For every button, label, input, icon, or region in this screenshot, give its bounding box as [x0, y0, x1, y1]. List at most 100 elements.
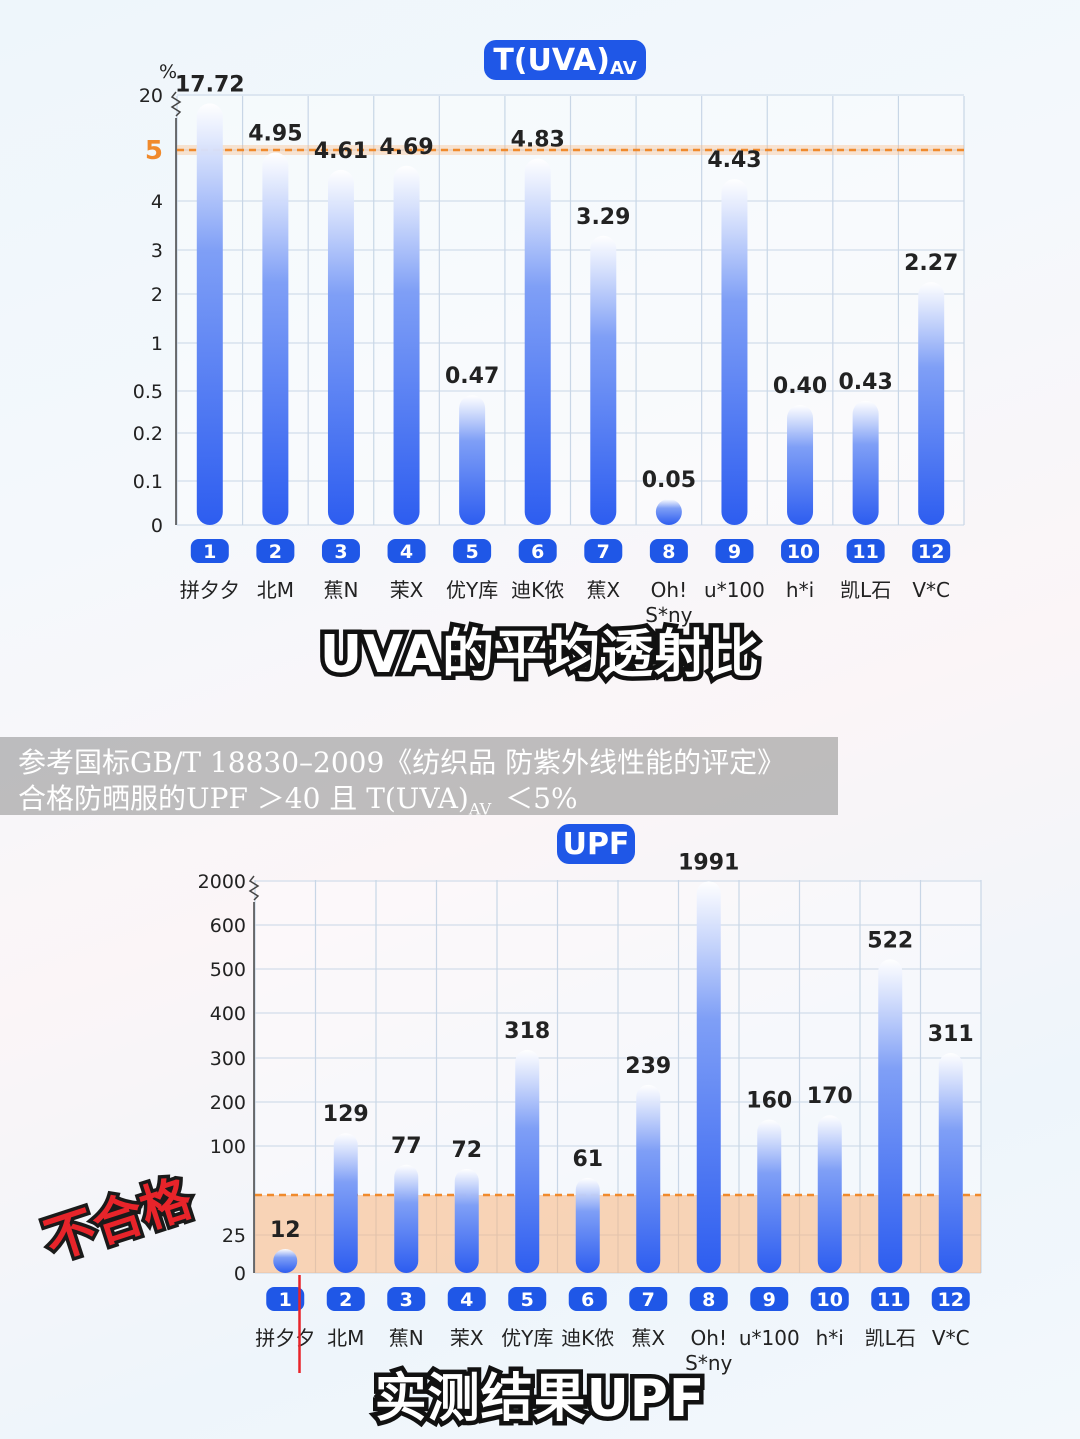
category-badge-number: 6 — [581, 1289, 594, 1311]
caption-line-2-main: 合格防晒服的UPF ＞40 且 T(UVA) — [18, 782, 469, 815]
category-badge — [584, 539, 623, 563]
threshold-band — [177, 145, 964, 155]
y-tick-label: 500 — [210, 959, 246, 981]
category-label: u*100 — [704, 578, 765, 602]
threshold-fail-band — [255, 1195, 981, 1273]
category-label: h*i — [786, 578, 814, 602]
category-badge-number: 7 — [642, 1289, 655, 1311]
category-label: u*100 — [739, 1326, 800, 1350]
bar — [327, 169, 354, 525]
chart-title-pill — [484, 40, 646, 80]
subtitle-top: UVA的平均透射比 — [315, 621, 763, 690]
bar-value-label: 129 — [323, 1102, 369, 1127]
bar — [590, 235, 617, 526]
caption-line-2: 合格防晒服的UPF ＞40 且 T(UVA)AV ＜5% — [18, 777, 578, 819]
category-label: Oh! — [651, 578, 687, 602]
category-badge-number: 11 — [877, 1289, 903, 1311]
bar — [636, 1084, 661, 1273]
bar — [454, 1168, 479, 1273]
bar — [333, 1133, 358, 1273]
category-badge-number: 4 — [400, 541, 413, 563]
category-label: 优Y库 — [446, 578, 498, 602]
bar — [524, 158, 551, 526]
y-tick-label: 20 — [139, 85, 163, 107]
category-badge-number: 8 — [702, 1289, 715, 1311]
category-badge-number: 10 — [817, 1289, 843, 1311]
category-badge — [931, 1287, 970, 1311]
bar — [918, 282, 945, 525]
category-badge-number: 1 — [203, 541, 216, 563]
bar — [575, 1177, 600, 1273]
y-tick-label: 600 — [210, 915, 246, 937]
category-label: 茉X — [390, 578, 424, 602]
y-tick-label: 300 — [210, 1048, 246, 1070]
category-label: 迪K侬 — [511, 578, 564, 602]
bar-value-label: 17.72 — [175, 72, 245, 97]
category-badge — [629, 1287, 668, 1311]
category-badge — [649, 539, 688, 563]
axis-break-icon — [248, 875, 260, 901]
bar-value-label: 318 — [504, 1019, 550, 1044]
y-tick-label: 2 — [151, 284, 163, 306]
uva-transmittance-chart: T(UVA)AV00.10.20.51234520%17.721拼夕夕4.952… — [133, 40, 965, 627]
y-tick-label: 25 — [222, 1225, 246, 1247]
bar-value-label: 0.40 — [773, 374, 827, 399]
category-badge-number: 9 — [728, 541, 741, 563]
bar — [817, 1115, 842, 1273]
category-label: S*ny — [645, 603, 692, 627]
category-badge-number: 9 — [763, 1289, 776, 1311]
category-badge-number: 5 — [466, 541, 479, 563]
category-label: 蕉N — [389, 1326, 424, 1350]
standard-caption: 参考国标GB/T 18830–2009《纺织品 防紫外线性能的评定》 合格防晒服… — [0, 737, 838, 819]
chart-title-sub: AV — [610, 58, 637, 79]
category-label: h*i — [816, 1326, 844, 1350]
caption-line-2-end: ＜5% — [505, 782, 578, 815]
category-badge-number: 1 — [279, 1289, 292, 1311]
bar — [655, 499, 682, 525]
y-tick-label: 3 — [151, 240, 163, 262]
category-badge — [321, 539, 360, 563]
category-label: 凯L石 — [865, 1326, 916, 1350]
bar-value-label: 4.69 — [379, 135, 433, 160]
bar-value-label: 4.83 — [511, 128, 565, 153]
bar — [721, 179, 748, 525]
category-badge-number: 10 — [787, 541, 813, 563]
category-badge — [453, 539, 492, 563]
bar — [515, 1049, 540, 1273]
bar-value-label: 4.61 — [314, 139, 368, 164]
chart-title-pill — [557, 824, 635, 864]
bar — [696, 881, 721, 1273]
bar-value-label: 4.43 — [707, 148, 761, 173]
bar-value-label: 61 — [572, 1147, 603, 1172]
category-badge — [871, 1287, 910, 1311]
y-tick-label: 1 — [151, 333, 163, 355]
bar-value-label: 3.29 — [576, 205, 630, 230]
y-axis-unit: % — [159, 61, 177, 83]
bar-value-label: 170 — [807, 1084, 853, 1109]
category-badge — [518, 539, 557, 563]
category-badge — [387, 1287, 426, 1311]
category-badge — [689, 1287, 728, 1311]
category-badge — [266, 1287, 305, 1311]
category-badge-number: 4 — [460, 1289, 473, 1311]
caption-line-1: 参考国标GB/T 18830–2009《纺织品 防紫外线性能的评定》 — [18, 746, 786, 779]
bar — [938, 1053, 963, 1273]
bar — [459, 395, 486, 525]
axis-break-icon — [170, 91, 182, 117]
y-tick-label: 0.1 — [133, 471, 163, 493]
category-label: 北M — [257, 578, 294, 602]
category-badge-number: 12 — [938, 1289, 964, 1311]
category-label: Oh! — [691, 1326, 727, 1350]
bar-value-label: 12 — [270, 1218, 301, 1243]
category-badge-number: 2 — [269, 541, 282, 563]
category-badge-number: 3 — [334, 541, 347, 563]
category-badge — [715, 539, 754, 563]
category-label: S*ny — [685, 1351, 732, 1375]
bar-value-label: 0.43 — [838, 370, 892, 395]
category-badge — [190, 539, 229, 563]
category-label: 蕉N — [323, 578, 358, 602]
category-label: 拼夕夕 — [255, 1326, 315, 1350]
category-badge — [326, 1287, 365, 1311]
bar-value-label: 0.47 — [445, 364, 499, 389]
